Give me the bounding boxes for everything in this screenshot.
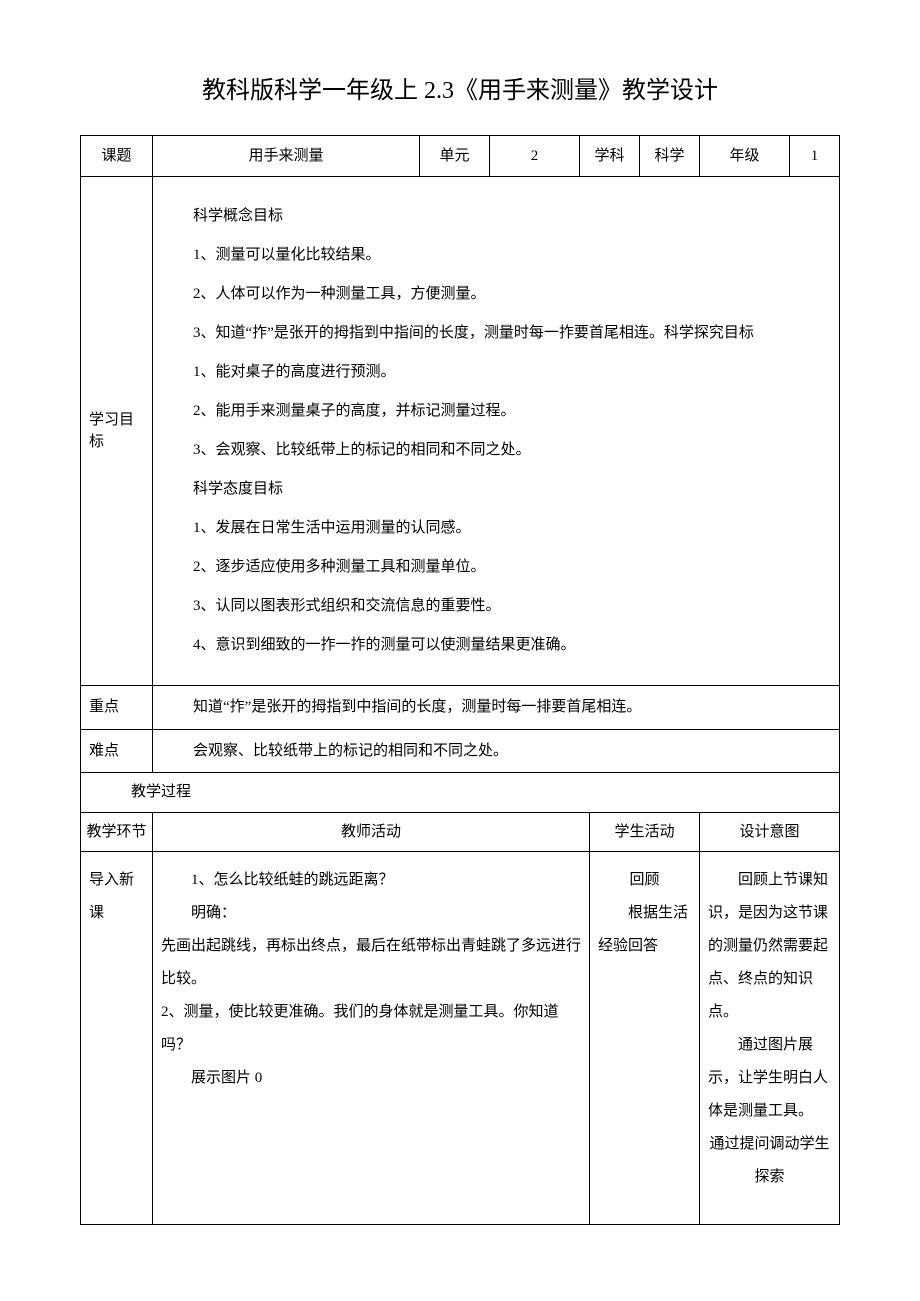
goals-label: 学习目标	[81, 177, 153, 686]
goals-line: 4、意识到细致的一拃一拃的测量可以使测量结果更准确。	[193, 626, 819, 665]
goals-line: 科学概念目标	[193, 197, 819, 236]
teacher-line: 2、测量，使比较更准确。我们的身体就是测量工具。你知道吗？	[161, 996, 581, 1062]
teacher-line: 先画出起跳线，再标出终点，最后在纸带标出青蛙跳了多远进行比较。	[161, 930, 581, 996]
student-line: 回顾	[598, 864, 691, 897]
teacher-line: 展示图片 0	[161, 1062, 581, 1095]
intent-cell: 回顾上节课知识，是因为这节课的测量仍然需要起点、终点的知识点。通过图片展示，让学…	[700, 852, 840, 1225]
student-cell: 回顾根据生活经验回答	[590, 852, 700, 1225]
page-title: 教科版科学一年级上 2.3《用手来测量》教学设计	[80, 70, 840, 105]
difficulty-label: 难点	[81, 729, 153, 773]
goals-line: 科学态度目标	[193, 470, 819, 509]
process-title-row: 教学过程	[81, 773, 840, 813]
col-intent-label: 设计意图	[700, 813, 840, 852]
goals-line: 3、会观察、比较纸带上的标记的相同和不同之处。	[193, 431, 819, 470]
goals-line: 1、能对桌子的高度进行预测。	[193, 353, 819, 392]
student-line: 根据生活经验回答	[598, 897, 691, 963]
difficulty-row: 难点 会观察、比较纸带上的标记的相同和不同之处。	[81, 729, 840, 773]
lesson-plan-table: 课题 用手来测量 单元 2 学科 科学 年级 1 学习目标 科学概念目标1、测量…	[80, 135, 840, 813]
unit-value: 2	[490, 136, 580, 177]
difficulty-text: 会观察、比较纸带上的标记的相同和不同之处。	[153, 729, 840, 773]
keypoint-row: 重点 知道“拃”是张开的拇指到中指间的长度，测量时每一排要首尾相连。	[81, 686, 840, 730]
goals-line: 2、人体可以作为一种测量工具，方便测量。	[193, 275, 819, 314]
grade-value: 1	[790, 136, 840, 177]
goals-row: 学习目标 科学概念目标1、测量可以量化比较结果。2、人体可以作为一种测量工具，方…	[81, 177, 840, 686]
col-teacher-label: 教师活动	[153, 813, 590, 852]
process-header-row: 教学环节 教师活动 学生活动 设计意图	[81, 813, 840, 852]
keypoint-label: 重点	[81, 686, 153, 730]
teacher-line: 1、怎么比较纸蛙的跳远距离？	[161, 864, 581, 897]
subject-value: 科学	[640, 136, 700, 177]
goals-line: 2、逐步适应使用多种测量工具和测量单位。	[193, 548, 819, 587]
intent-line: 通过提问调动学生探索	[708, 1128, 831, 1194]
goals-line: 2、能用手来测量桌子的高度，并标记测量过程。	[193, 392, 819, 431]
goals-line: 3、认同以图表形式组织和交流信息的重要性。	[193, 587, 819, 626]
process-body-row: 导入新课 1、怎么比较纸蛙的跳远距离？明确：先画出起跳线，再标出终点，最后在纸带…	[81, 852, 840, 1225]
teacher-cell: 1、怎么比较纸蛙的跳远距离？明确：先画出起跳线，再标出终点，最后在纸带标出青蛙跳…	[153, 852, 590, 1225]
goals-content: 科学概念目标1、测量可以量化比较结果。2、人体可以作为一种测量工具，方便测量。3…	[153, 177, 840, 686]
goals-line: 3、知道“拃”是张开的拇指到中指间的长度，测量时每一拃要首尾相连。科学探究目标	[193, 314, 819, 353]
intent-line: 回顾上节课知识，是因为这节课的测量仍然需要起点、终点的知识点。	[708, 864, 831, 1029]
topic-value: 用手来测量	[153, 136, 420, 177]
col-student-label: 学生活动	[590, 813, 700, 852]
intent-line: 通过图片展示，让学生明白人体是测量工具。	[708, 1029, 831, 1128]
keypoint-text: 知道“拃”是张开的拇指到中指间的长度，测量时每一排要首尾相连。	[153, 686, 840, 730]
col-stage-label: 教学环节	[81, 813, 153, 852]
goals-line: 1、测量可以量化比较结果。	[193, 236, 819, 275]
meta-row: 课题 用手来测量 单元 2 学科 科学 年级 1	[81, 136, 840, 177]
unit-label: 单元	[420, 136, 490, 177]
process-table: 教学环节 教师活动 学生活动 设计意图 导入新课 1、怎么比较纸蛙的跳远距离？明…	[80, 813, 840, 1226]
topic-label: 课题	[81, 136, 153, 177]
subject-label: 学科	[580, 136, 640, 177]
stage-cell: 导入新课	[81, 852, 153, 1225]
goals-line: 1、发展在日常生活中运用测量的认同感。	[193, 509, 819, 548]
process-label: 教学过程	[81, 773, 840, 813]
grade-label: 年级	[700, 136, 790, 177]
teacher-line: 明确：	[161, 897, 581, 930]
